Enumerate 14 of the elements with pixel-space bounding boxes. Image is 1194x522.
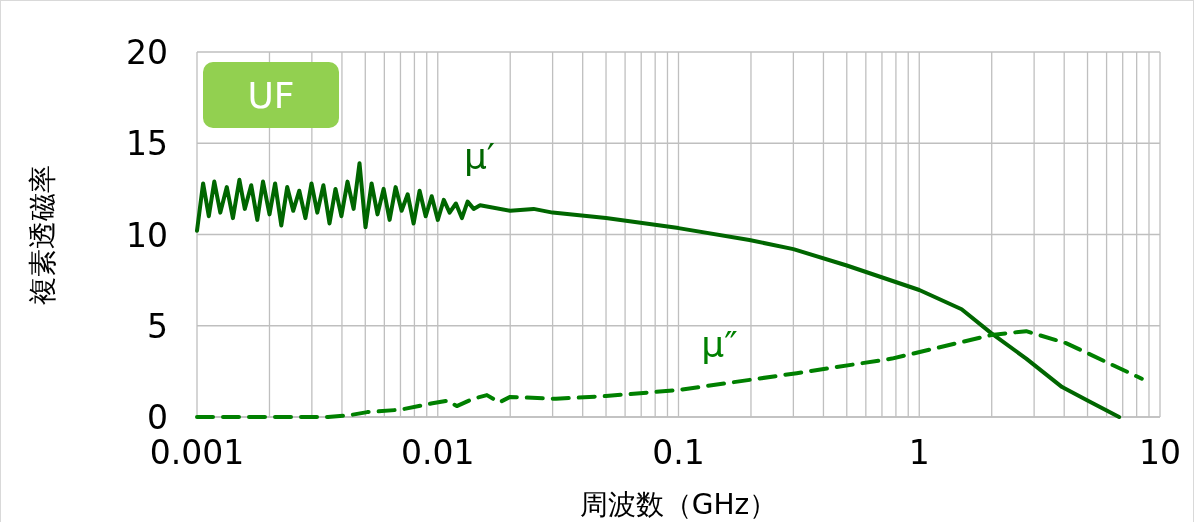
x-tick-label: 10 bbox=[1139, 433, 1181, 472]
y-axis-title: 複素透磁率 bbox=[26, 164, 59, 305]
y-tick-label: 5 bbox=[147, 306, 168, 346]
series-label: μ′ bbox=[463, 135, 495, 177]
x-tick-label: 0.1 bbox=[652, 433, 705, 472]
y-tick-label: 20 bbox=[126, 33, 168, 72]
x-tick-label: 1 bbox=[908, 433, 930, 472]
x-tick-label: 0.01 bbox=[401, 433, 475, 472]
y-tick-label: 15 bbox=[126, 124, 168, 164]
series-label: μ″ bbox=[701, 323, 738, 365]
x-axis-title: 周波数（GHz） bbox=[579, 488, 778, 521]
annotation: UF bbox=[203, 62, 339, 128]
y-tick-label: 10 bbox=[126, 215, 168, 255]
annotation: UF bbox=[247, 75, 295, 116]
